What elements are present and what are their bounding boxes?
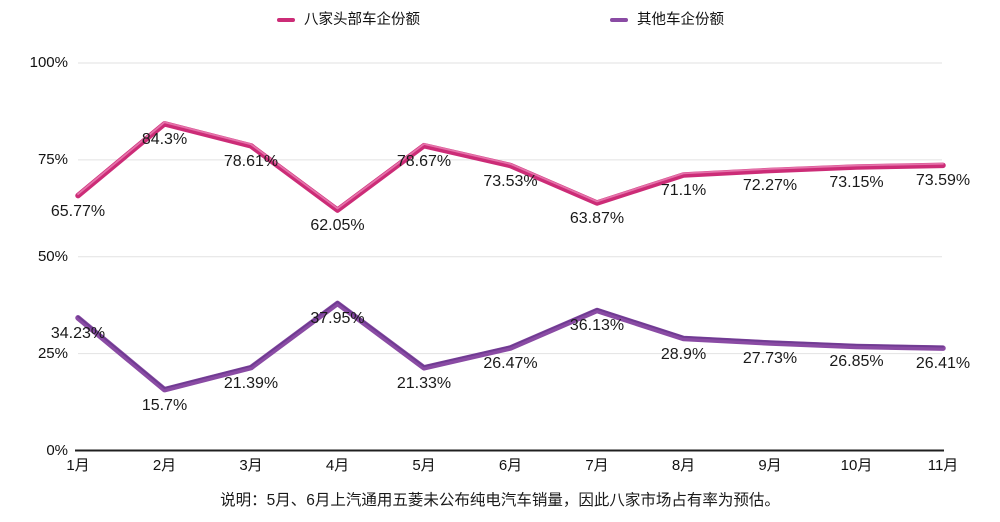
series-line-highlight-0	[77, 121, 944, 210]
x-tick-label: 5月	[412, 457, 436, 474]
x-tick-label: 7月	[585, 457, 609, 474]
series-line-highlight-1	[77, 300, 944, 389]
legend-dash-icon	[610, 18, 628, 22]
legend-item-label: 八家头部车企份额	[304, 12, 420, 28]
data-label-series-1: 21.39%	[223, 374, 279, 392]
legend-item-top8-share[interactable]: 八家头部车企份额	[277, 9, 420, 31]
data-label-series-0: 84.3%	[141, 130, 188, 148]
data-label-series-1: 36.13%	[569, 317, 625, 335]
x-tick-label: 6月	[498, 457, 523, 474]
y-tick-label: 100%	[29, 54, 68, 71]
x-tick-label: 10月	[840, 457, 873, 474]
x-tick-label: 11月	[927, 457, 959, 474]
data-label-series-0: 72.27%	[742, 177, 798, 195]
series-line-1	[75, 300, 946, 393]
y-tick-label: 25%	[37, 344, 68, 362]
x-tick-label: 3月	[239, 457, 263, 474]
data-label-series-0: 65.77%	[50, 202, 106, 220]
x-tick-label: 4月	[325, 457, 350, 474]
legend-dash-icon	[277, 18, 295, 22]
chart-footnote: 说明：5月、6月上汽通用五菱未公布纯电汽车销量，因此八家市场占有率为预估。	[220, 492, 780, 509]
data-label-series-1: 28.9%	[660, 345, 707, 363]
series-line-0	[75, 121, 946, 213]
data-label-series-0: 78.67%	[396, 152, 452, 170]
data-label-series-1: 26.41%	[915, 355, 971, 373]
data-label-series-0: 73.53%	[483, 172, 538, 190]
y-tick-label: 0%	[46, 441, 68, 459]
data-label-series-1: 26.85%	[829, 353, 884, 371]
legend: 八家头部车企份额 其他车企份额	[0, 9, 1000, 31]
data-label-series-0: 78.61%	[223, 152, 279, 170]
x-tick-label: 9月	[758, 457, 782, 474]
y-tick-label: 50%	[37, 247, 68, 265]
data-label-series-1: 34.23%	[50, 324, 106, 342]
data-label-series-1: 37.95%	[310, 310, 365, 328]
data-label-series-1: 21.33%	[396, 374, 452, 392]
data-label-series-1: 27.73%	[742, 350, 798, 368]
data-label-series-0: 63.87%	[569, 210, 625, 227]
data-label-series-1: 15.7%	[141, 396, 188, 414]
legend-item-other-share[interactable]: 其他车企份额	[610, 9, 724, 31]
data-label-series-0: 73.59%	[915, 172, 971, 190]
data-label-series-0: 73.15%	[829, 174, 884, 192]
data-label-series-0: 62.05%	[310, 217, 365, 235]
legend-item-label: 其他车企份额	[637, 12, 724, 28]
y-tick-label: 75%	[37, 150, 68, 168]
x-tick-label: 2月	[152, 457, 177, 474]
data-label-series-1: 26.47%	[483, 354, 538, 372]
data-label-series-0: 71.1%	[660, 181, 707, 199]
x-tick-label: 1月	[66, 457, 90, 474]
x-tick-label: 8月	[671, 457, 696, 474]
